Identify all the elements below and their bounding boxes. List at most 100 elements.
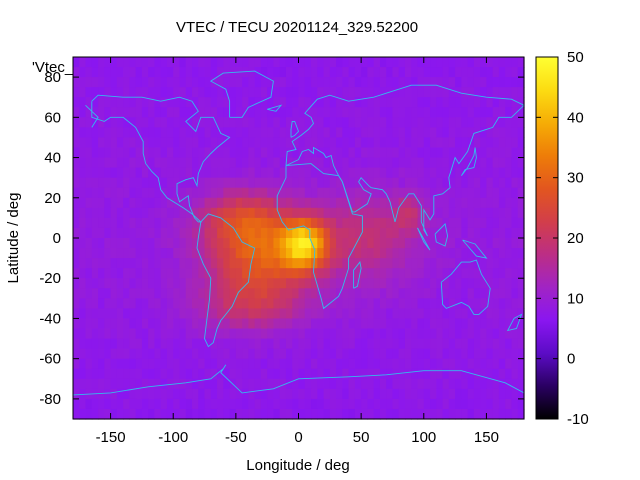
heat-cell — [492, 238, 500, 249]
heat-cell — [160, 157, 168, 169]
heat-cell — [342, 167, 350, 179]
x-tick-label: 0 — [294, 429, 302, 446]
heat-cell — [448, 227, 456, 239]
heat-cell — [461, 358, 469, 370]
heat-cell — [417, 308, 425, 320]
heat-cell — [392, 217, 400, 229]
heat-cell — [91, 87, 99, 98]
heat-cell — [404, 378, 412, 390]
heat-cell — [160, 348, 168, 360]
heat-cell — [173, 268, 181, 279]
heat-cell — [298, 368, 306, 380]
heat-cell — [348, 378, 356, 390]
heat-cell — [217, 318, 224, 330]
heat-cell — [98, 388, 105, 400]
heat-cell — [285, 97, 293, 108]
heat-cell — [141, 298, 149, 309]
heat-cell — [323, 408, 331, 420]
heat-cell — [492, 57, 500, 68]
heat-cell — [129, 398, 137, 410]
heat-cell — [192, 238, 199, 249]
heat-cell — [104, 127, 112, 139]
heat-cell — [273, 207, 281, 219]
heat-cell — [217, 107, 224, 118]
heat-cell — [229, 258, 237, 269]
heat-cell — [173, 97, 181, 108]
heat-cell — [267, 368, 275, 380]
heat-cell — [486, 318, 494, 330]
heat-cell — [486, 358, 494, 370]
heat-cell — [486, 278, 494, 289]
heat-cell — [342, 328, 350, 340]
heat-cell — [110, 398, 118, 410]
heat-cell — [473, 248, 481, 259]
heat-cell — [467, 268, 475, 279]
heat-cell — [254, 117, 262, 128]
heat-cell — [430, 107, 437, 118]
heat-cell — [342, 177, 350, 189]
heat-cell — [423, 338, 431, 350]
heat-cell — [461, 318, 469, 330]
heat-cell — [104, 87, 112, 98]
heat-cell — [386, 258, 394, 269]
heat-cell — [279, 147, 287, 159]
heat-cell — [467, 338, 475, 350]
heat-cell — [342, 298, 350, 309]
heat-cell — [198, 167, 206, 179]
heat-cell — [498, 97, 506, 108]
heat-cell — [423, 398, 431, 410]
heat-cell — [110, 207, 118, 219]
heat-cell — [392, 157, 400, 169]
heat-cell — [185, 298, 193, 309]
heat-cell — [217, 268, 224, 279]
colorbar-tick-label: 50 — [567, 49, 584, 66]
heat-cell — [373, 398, 381, 410]
heat-cell — [198, 177, 206, 189]
heat-cell — [348, 227, 356, 239]
heat-cell — [292, 358, 300, 370]
heat-cell — [185, 238, 193, 249]
heat-cell — [430, 87, 437, 98]
heat-cell — [123, 278, 130, 289]
heat-cell — [273, 328, 281, 340]
heat-cell — [192, 408, 199, 420]
heat-cell — [235, 107, 243, 118]
heat-cell — [361, 248, 368, 259]
heat-cell — [166, 57, 174, 68]
heat-cell — [248, 217, 256, 229]
heat-cell — [417, 258, 425, 269]
heat-cell — [361, 318, 368, 330]
heat-cell — [498, 338, 506, 350]
x-tick-label: 150 — [474, 429, 499, 446]
heat-cell — [498, 368, 506, 380]
heat-cell — [480, 398, 488, 410]
heat-cell — [254, 217, 262, 229]
heat-cell — [342, 197, 350, 209]
heat-cell — [73, 227, 80, 239]
heat-cell — [323, 288, 331, 299]
heat-cell — [361, 408, 368, 420]
heat-cell — [354, 197, 362, 209]
heat-cell — [348, 87, 356, 98]
heat-cell — [141, 238, 149, 249]
heat-cell — [329, 137, 337, 149]
heat-cell — [98, 167, 105, 179]
heat-cell — [505, 328, 513, 340]
heat-cell — [292, 318, 300, 330]
heat-cell — [304, 97, 312, 108]
heat-cell — [85, 227, 93, 239]
heat-cell — [116, 298, 124, 309]
heat-cell — [323, 318, 331, 330]
heat-cell — [498, 278, 506, 289]
heat-cell — [192, 187, 199, 199]
heat-cell — [317, 87, 325, 98]
heat-cell — [455, 258, 462, 269]
heat-cell — [430, 388, 437, 400]
heat-cell — [154, 238, 162, 249]
heat-cell — [311, 77, 318, 88]
heat-cell — [455, 268, 462, 279]
heat-cell — [373, 117, 381, 128]
heat-cell — [273, 167, 281, 179]
heat-cell — [179, 388, 187, 400]
heat-cell — [73, 107, 80, 118]
